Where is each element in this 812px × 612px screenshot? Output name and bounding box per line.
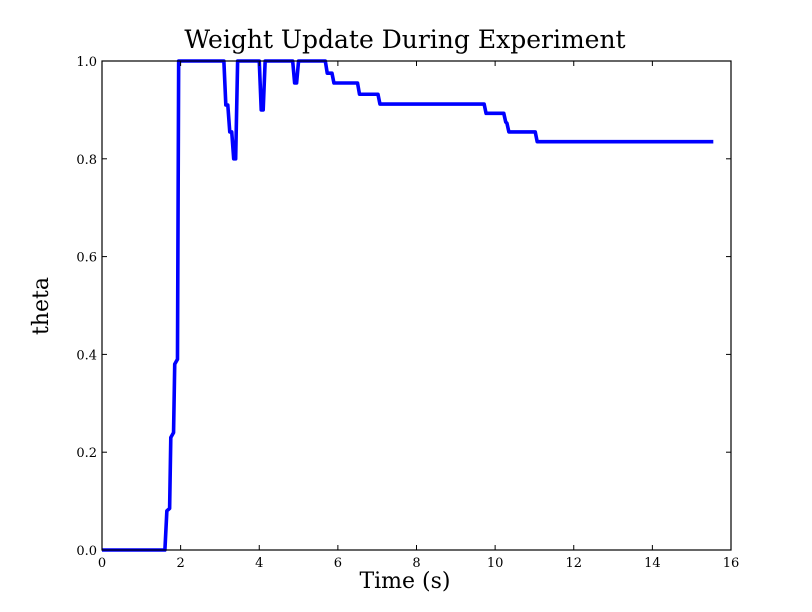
x-axis-ticks: 0 2 4 6 8 10 12 14 16 [98, 61, 739, 571]
y-axis-label: theta [29, 277, 54, 335]
y-tick-label: 0.2 [76, 446, 97, 461]
x-tick-label: 4 [255, 556, 263, 571]
y-axis-ticks: 0.0 0.2 0.4 0.6 0.8 1.0 [76, 55, 731, 559]
x-tick-label: 2 [176, 556, 184, 571]
y-tick-label: 1.0 [76, 55, 97, 70]
x-tick-label: 8 [412, 556, 420, 571]
x-tick-label: 6 [334, 556, 342, 571]
x-tick-label: 16 [723, 556, 740, 571]
x-tick-label: 0 [98, 556, 106, 571]
x-tick-label: 12 [565, 556, 582, 571]
y-tick-label: 0.0 [76, 544, 97, 559]
x-tick-label: 14 [644, 556, 661, 571]
y-tick-label: 0.6 [76, 251, 97, 266]
y-tick-label: 0.4 [76, 348, 97, 363]
x-tick-label: 10 [487, 556, 504, 571]
y-tick-label: 0.8 [76, 153, 97, 168]
x-axis-label: Time (s) [359, 569, 450, 594]
plot-frame [101, 60, 732, 551]
chart-title: Weight Update During Experiment [184, 25, 625, 54]
